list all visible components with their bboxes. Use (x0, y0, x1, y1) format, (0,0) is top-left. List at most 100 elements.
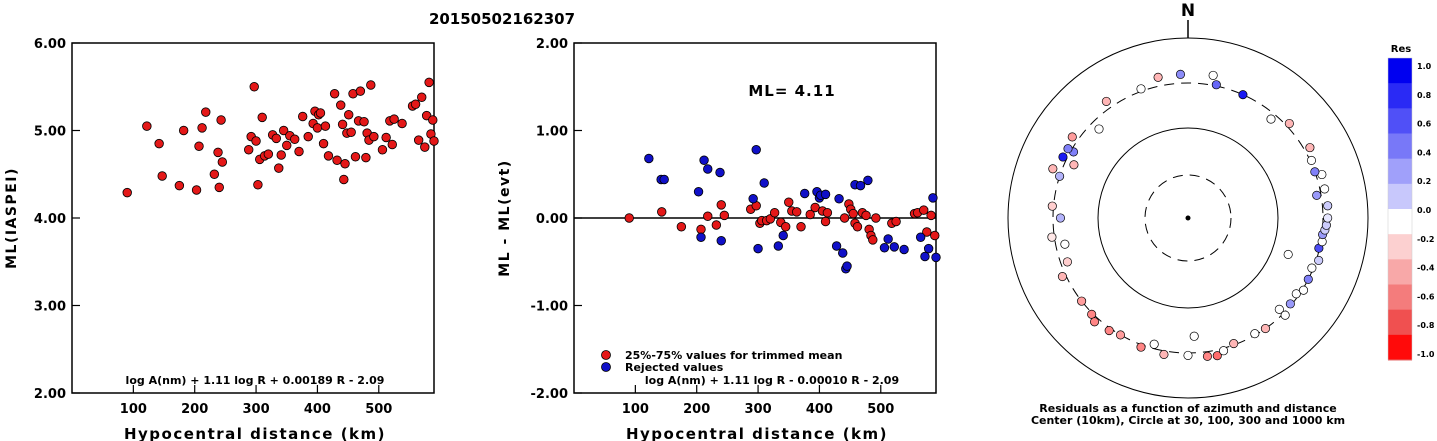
legend-label-trimmed: 25%-75% values for trimmed mean (625, 349, 842, 362)
ml-annotation: ML= 4.11 (748, 82, 835, 100)
data-point (624, 213, 634, 223)
colorbar-frame (1387, 57, 1413, 361)
station-marker (1047, 232, 1057, 242)
x-tick-label: 200 (683, 402, 710, 417)
station-marker (1149, 339, 1159, 349)
residual-colorbar: Res 1.0 0.8 0.6 0.4 0.2 0.0 -0.2 -0.4 -0.6 -0.8 -1… (1387, 44, 1435, 361)
x-tick-label: 100 (622, 402, 649, 417)
data-point (257, 112, 267, 123)
data-point (716, 200, 726, 210)
data-point (315, 108, 326, 118)
data-point (659, 174, 669, 185)
colorbar-segment (1388, 133, 1412, 160)
colorbar-segment (1388, 158, 1412, 185)
circle-1000km (1007, 37, 1369, 399)
data-point (931, 252, 941, 263)
station-marker (1212, 351, 1222, 361)
station-marker (1274, 304, 1284, 314)
data-point (253, 180, 263, 190)
data-point (842, 261, 852, 271)
data-point (323, 151, 334, 161)
data-point (142, 121, 152, 131)
data-point (213, 147, 223, 158)
station-marker (1069, 160, 1079, 170)
station-marker (1063, 144, 1073, 154)
station-marker (1189, 331, 1199, 341)
data-point (834, 194, 844, 204)
y-axis-label: ML - ML(evt) (497, 159, 513, 276)
colorbar-segment (1388, 209, 1412, 235)
plot-frame (71, 42, 435, 394)
data-point (332, 155, 342, 165)
data-point (201, 107, 211, 117)
data-point (178, 125, 189, 136)
x-tick-label: 300 (744, 402, 771, 417)
data-point (377, 145, 388, 155)
station-marker (1094, 124, 1104, 134)
station-marker (1314, 255, 1324, 266)
data-point (778, 230, 788, 241)
x-tick-label: 500 (365, 402, 392, 417)
data-point (209, 169, 220, 179)
data-point (711, 220, 722, 230)
data-point (852, 222, 863, 232)
data-point (693, 187, 704, 197)
station-marker (1291, 289, 1301, 299)
data-point (716, 236, 726, 246)
polar-residual-plot: N Residuals as a function of azimuth and… (1007, 1, 1369, 427)
data-point (696, 232, 706, 242)
polar-caption-line-1: Residuals as a function of azimuth and d… (1039, 402, 1336, 415)
data-point (753, 243, 763, 254)
station-marker (1285, 299, 1295, 309)
colorbar-tick-label: -0.4 (1417, 264, 1435, 273)
data-point (799, 188, 810, 199)
y-tick-label: 6.00 (34, 37, 66, 52)
y-tick-label: 5.00 (34, 125, 66, 140)
data-point (883, 234, 893, 244)
y-tick-label: 4.00 (34, 212, 66, 227)
station-marker (1136, 84, 1146, 94)
data-point (216, 115, 226, 125)
data-point (274, 163, 284, 173)
data-point (294, 146, 304, 157)
x-tick-label: 400 (304, 402, 331, 417)
station-marker (1280, 310, 1290, 320)
legend-marker-rejected (601, 362, 611, 372)
station-marker (1298, 285, 1309, 295)
station-marker (1159, 349, 1169, 360)
data-point (122, 187, 132, 198)
data-point (381, 132, 391, 143)
data-point (312, 123, 323, 133)
data-point (838, 248, 848, 258)
station-marker (1303, 274, 1313, 284)
station-marker (1175, 69, 1186, 79)
data-point (891, 216, 901, 227)
data-point (350, 152, 361, 162)
data-point (855, 180, 866, 191)
data-point (899, 244, 909, 255)
station-marker (1312, 190, 1322, 200)
data-point (217, 157, 228, 167)
data-point (428, 115, 438, 125)
data-point (361, 152, 371, 163)
chart-ml-residual: -2.00 -1.00 0.00 1.00 2.00 100 200 300 400 500 ML… (497, 37, 941, 441)
data-point (699, 155, 709, 165)
colorbar-segment (1388, 83, 1412, 109)
data-point (276, 150, 286, 160)
data-point (420, 142, 430, 152)
data-point (822, 208, 833, 218)
station-marker (1320, 184, 1330, 194)
x-tick-label: 200 (181, 402, 208, 417)
colorbar-tick-label: 1.0 (1417, 62, 1432, 71)
data-point (879, 243, 890, 253)
formula-label: log A(nm) + 1.11 log R + 0.00189 R - 2.0… (126, 374, 385, 387)
colorbar-tick-label: 0.8 (1417, 91, 1432, 100)
data-point (424, 77, 434, 88)
data-point (346, 127, 356, 137)
data-point (154, 138, 164, 149)
data-point (820, 216, 831, 227)
axis-ticks: -2.00 -1.00 0.00 1.00 2.00 100 200 300 400 500 (531, 37, 895, 417)
station-marker (1067, 132, 1077, 142)
colorbar-tick-label: -0.2 (1417, 235, 1435, 244)
data-point (915, 232, 926, 242)
